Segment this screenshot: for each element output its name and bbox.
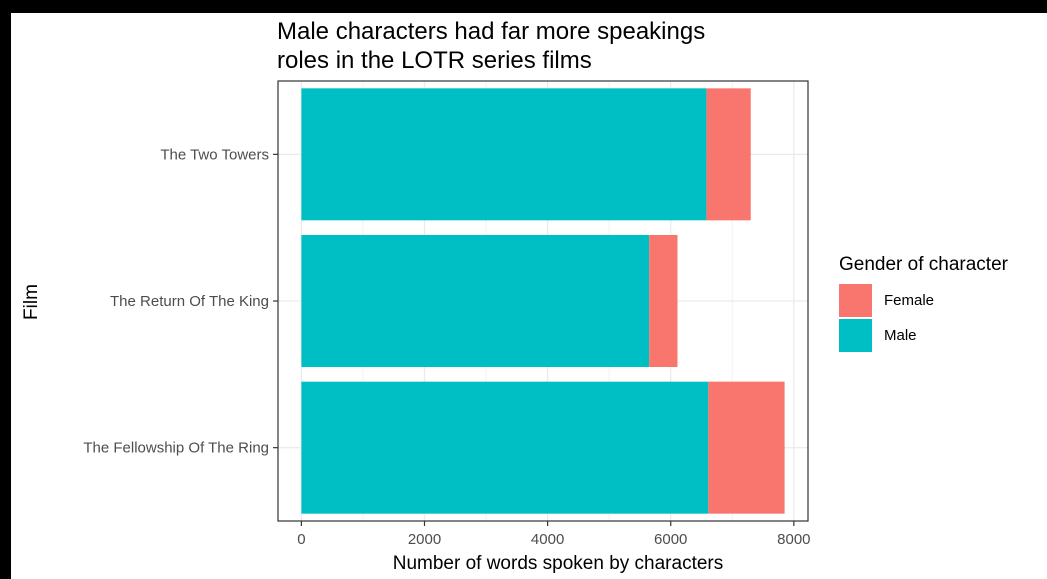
y-axis: The Two Towers The Return Of The King The …: [83, 146, 278, 457]
y-tick-label: The Fellowship Of The Ring: [83, 440, 269, 457]
chart-title-line-1: Male characters had far more speakings: [277, 18, 705, 45]
x-tick-label: 6000: [654, 531, 687, 548]
legend-label-female: Female: [884, 292, 934, 309]
x-axis: 0 2000 4000 6000 8000: [297, 521, 811, 548]
chart-title-line-2: roles in the LOTR series films: [277, 47, 592, 74]
x-tick-label: 8000: [777, 531, 810, 548]
bar-male: [301, 235, 650, 367]
y-tick-label: The Two Towers: [160, 146, 269, 163]
legend-label-male: Male: [884, 327, 917, 344]
bar-female: [649, 235, 678, 367]
bar-female: [708, 381, 785, 514]
x-tick-label: 2000: [408, 531, 441, 548]
x-tick-label: 0: [297, 531, 305, 548]
bar-male: [301, 381, 709, 514]
legend-swatch-male: [839, 319, 872, 352]
y-tick-label: The Return Of The King: [110, 293, 269, 310]
chart-frame: Male characters had far more speakings r…: [11, 13, 1047, 579]
x-axis-title: Number of words spoken by characters: [393, 553, 724, 574]
bar-female: [706, 88, 751, 221]
chart-svg: Male characters had far more speakings r…: [21, 18, 1009, 574]
bar-male: [301, 88, 707, 221]
chart-title: Male characters had far more speakings r…: [277, 18, 705, 74]
legend-title: Gender of character: [839, 254, 1009, 275]
legend-swatch-female: [839, 284, 872, 317]
x-tick-label: 4000: [531, 531, 564, 548]
plot-panel: [277, 80, 809, 522]
y-axis-title: Film: [21, 284, 42, 320]
legend: Gender of character Female Male: [839, 254, 1009, 352]
